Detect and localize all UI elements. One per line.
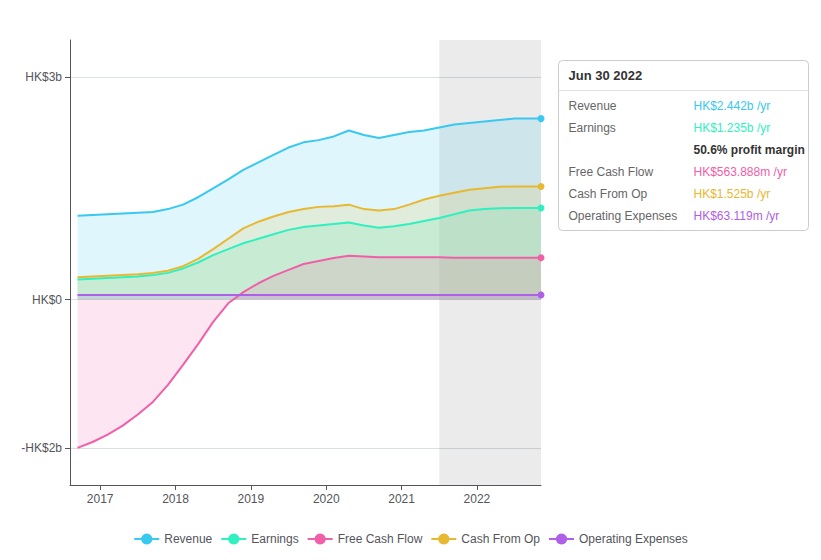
svg-text:Operating Expenses: Operating Expenses (579, 532, 688, 546)
svg-text:Revenue: Revenue (569, 99, 617, 113)
svg-text:-HK$2b: -HK$2b (21, 441, 62, 455)
svg-text:2019: 2019 (238, 492, 265, 506)
svg-text:Revenue: Revenue (164, 532, 212, 546)
svg-text:Free Cash Flow: Free Cash Flow (569, 165, 654, 179)
svg-text:Earnings: Earnings (251, 532, 298, 546)
svg-text:2020: 2020 (313, 492, 340, 506)
svg-text:2022: 2022 (464, 492, 491, 506)
svg-text:Cash From Op: Cash From Op (461, 532, 540, 546)
svg-text:2021: 2021 (388, 492, 415, 506)
svg-text:2018: 2018 (162, 492, 189, 506)
svg-text:HK$63.119m /yr: HK$63.119m /yr (694, 209, 780, 223)
svg-text:2017: 2017 (87, 492, 114, 506)
svg-text:50.6% profit margin: 50.6% profit margin (694, 143, 805, 157)
svg-text:HK$2.442b /yr: HK$2.442b /yr (694, 99, 771, 113)
svg-text:Operating Expenses: Operating Expenses (569, 209, 678, 223)
svg-text:HK$1.235b /yr: HK$1.235b /yr (694, 121, 771, 135)
svg-text:HK$0: HK$0 (32, 293, 62, 307)
svg-text:Cash From Op: Cash From Op (569, 187, 648, 201)
svg-text:HK$1.525b /yr: HK$1.525b /yr (694, 187, 771, 201)
svg-text:HK$563.888m /yr: HK$563.888m /yr (694, 165, 787, 179)
svg-text:Free Cash Flow: Free Cash Flow (338, 532, 423, 546)
svg-text:Earnings: Earnings (569, 121, 616, 135)
svg-text:HK$3b: HK$3b (25, 70, 62, 84)
svg-text:Jun 30 2022: Jun 30 2022 (569, 68, 643, 83)
